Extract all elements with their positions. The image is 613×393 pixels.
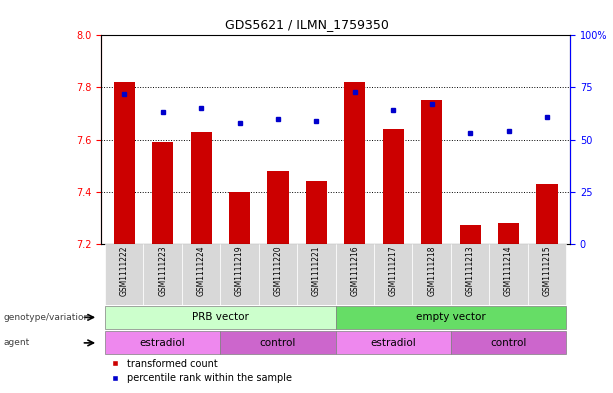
- Text: GSM1111218: GSM1111218: [427, 246, 436, 296]
- Text: estradiol: estradiol: [370, 338, 416, 348]
- Text: genotype/variation: genotype/variation: [3, 313, 89, 322]
- Text: estradiol: estradiol: [140, 338, 186, 348]
- Text: GSM1111219: GSM1111219: [235, 246, 244, 296]
- Text: GSM1111223: GSM1111223: [158, 246, 167, 296]
- Bar: [113, 82, 135, 244]
- Text: PRB vector: PRB vector: [192, 312, 249, 322]
- Text: GSM1111220: GSM1111220: [273, 246, 283, 296]
- Bar: [306, 181, 327, 244]
- FancyBboxPatch shape: [451, 244, 489, 305]
- FancyBboxPatch shape: [374, 244, 413, 305]
- Text: control: control: [490, 338, 527, 348]
- Bar: [267, 171, 289, 244]
- Text: GSM1111215: GSM1111215: [543, 246, 552, 296]
- Bar: [498, 223, 519, 244]
- FancyBboxPatch shape: [528, 244, 566, 305]
- FancyBboxPatch shape: [336, 331, 451, 354]
- Text: GSM1111221: GSM1111221: [312, 246, 321, 296]
- FancyBboxPatch shape: [143, 244, 182, 305]
- Bar: [191, 132, 211, 244]
- Text: GSM1111216: GSM1111216: [351, 246, 359, 296]
- Text: control: control: [260, 338, 296, 348]
- Text: GSM1111222: GSM1111222: [120, 246, 129, 296]
- FancyBboxPatch shape: [336, 306, 566, 329]
- Bar: [460, 226, 481, 244]
- FancyBboxPatch shape: [451, 331, 566, 354]
- Bar: [152, 142, 173, 244]
- Text: GSM1111214: GSM1111214: [504, 246, 513, 296]
- FancyBboxPatch shape: [182, 244, 220, 305]
- Text: GSM1111224: GSM1111224: [197, 246, 205, 296]
- FancyBboxPatch shape: [489, 244, 528, 305]
- FancyBboxPatch shape: [336, 244, 374, 305]
- Text: GSM1111217: GSM1111217: [389, 246, 398, 296]
- FancyBboxPatch shape: [105, 331, 220, 354]
- Bar: [383, 129, 404, 244]
- FancyBboxPatch shape: [259, 244, 297, 305]
- Bar: [229, 191, 250, 244]
- FancyBboxPatch shape: [220, 244, 259, 305]
- Legend: transformed count, percentile rank within the sample: transformed count, percentile rank withi…: [106, 354, 296, 387]
- FancyBboxPatch shape: [297, 244, 336, 305]
- Text: empty vector: empty vector: [416, 312, 486, 322]
- Bar: [345, 82, 365, 244]
- Text: agent: agent: [3, 338, 29, 347]
- FancyBboxPatch shape: [413, 244, 451, 305]
- Bar: [421, 101, 443, 244]
- Text: GSM1111213: GSM1111213: [466, 246, 474, 296]
- Bar: [536, 184, 558, 244]
- FancyBboxPatch shape: [105, 306, 336, 329]
- FancyBboxPatch shape: [220, 331, 336, 354]
- FancyBboxPatch shape: [105, 244, 143, 305]
- Text: GDS5621 / ILMN_1759350: GDS5621 / ILMN_1759350: [224, 18, 389, 31]
